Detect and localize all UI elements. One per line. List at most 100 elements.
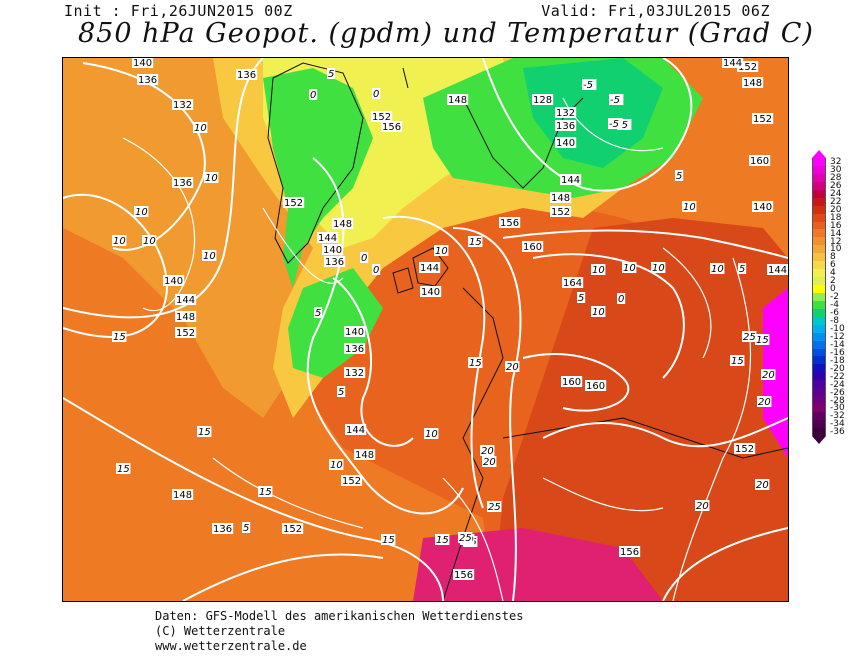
legend-swatch: [812, 189, 826, 198]
geopotential-label-bg: [341, 475, 363, 486]
temperature-label: 10: [592, 307, 605, 318]
geopotential-label-bg: [722, 58, 744, 68]
geopotential-label-bg: [175, 294, 197, 305]
geopotential-label: 148: [448, 95, 467, 106]
legend-swatch: [812, 324, 826, 333]
geopotential-label: 148: [333, 219, 352, 230]
temperature-label-bg: [424, 428, 439, 439]
legend-value-label: 8: [830, 252, 836, 263]
temp-field-green-greenland: [263, 68, 373, 288]
ireland-coast: [392, 267, 414, 294]
temperature-label: 10: [194, 123, 207, 134]
legend-value-label: -28: [830, 395, 845, 406]
temperature-label: 0: [361, 253, 367, 264]
legend-value-label: 6: [830, 260, 836, 271]
legend-value-label: 30: [830, 164, 842, 175]
geopotential-label-bg: [522, 241, 544, 252]
legend-value-label: -24: [830, 379, 845, 390]
greenland-coast: [267, 62, 364, 264]
legend-value-label: -6: [830, 308, 839, 319]
geopotential-label: 156: [500, 218, 519, 229]
geopotential-label-bg: [212, 523, 234, 534]
geopotential-label: 160: [523, 242, 542, 253]
geopotential-label-bg: [550, 192, 572, 203]
geopotential-label: 148: [355, 450, 374, 461]
legend-value-label: -10: [830, 323, 845, 334]
temperature-label: 15: [198, 427, 211, 438]
legend-swatch: [812, 197, 826, 206]
legend-swatch: [812, 388, 826, 397]
footer-data-source: Daten: GFS-Modell des amerikanischen Wet…: [155, 609, 524, 623]
legend-swatch: [812, 348, 826, 357]
temperature-label-bg: [258, 486, 273, 497]
temperature-label-bg: [360, 252, 369, 263]
temperature-label-bg: [116, 463, 131, 474]
geopotential-label: 144: [561, 175, 580, 186]
geopotential-label: 164: [563, 278, 582, 289]
geopotential-label: 144: [420, 263, 439, 274]
british-isles-coast: [412, 247, 449, 287]
geopotential-label: 152: [753, 114, 772, 125]
legend-value-label: -12: [830, 331, 845, 342]
geopotential-label-bg: [344, 367, 366, 378]
temperature-label: 10: [113, 236, 126, 247]
geopotential-label: 148: [743, 78, 762, 89]
temperature-label-bg: [695, 500, 710, 511]
legend-swatch: [812, 332, 826, 341]
geopotential-label-bg: [550, 206, 572, 217]
geopotential-label: 132: [556, 108, 575, 119]
temperature-label: 20: [506, 362, 519, 373]
temperature-label-bg: [742, 331, 757, 342]
geopotential-label: 136: [138, 75, 157, 86]
geopotential-label-bg: [282, 523, 304, 534]
geopotential-label: 140: [323, 245, 342, 256]
temperature-label: 20: [758, 397, 771, 408]
temperature-label-bg: [617, 293, 626, 304]
legend-swatch: [812, 419, 826, 428]
valid-time: Valid: Fri,03JUL2015 06Z: [541, 2, 770, 20]
footer-copyright: (C) Wetterzentrale: [155, 624, 286, 638]
geopotential-label: 152: [372, 112, 391, 123]
geopotential-label-bg: [752, 201, 774, 212]
geopotential-label: 152: [283, 524, 302, 535]
geopotential-label-bg: [324, 256, 346, 267]
geopotential-label: 128: [533, 95, 552, 106]
temperature-label: 0: [373, 89, 379, 100]
geopotential-label: 152: [551, 207, 570, 218]
legend-swatch: [812, 181, 826, 190]
temperature-label: 5: [676, 171, 682, 182]
temperature-label-bg: [738, 263, 747, 274]
legend-swatch: [812, 269, 826, 278]
legend-swatch: [812, 427, 826, 436]
geopotential-label: 144: [723, 58, 742, 69]
geopotential-label-bg: [175, 327, 197, 338]
legend-value-label: 4: [830, 268, 836, 279]
geopotential-label-bg: [453, 569, 475, 580]
temperature-label-bg: [591, 306, 606, 317]
geopotential-label-bg: [734, 443, 756, 454]
legend-swatch: [812, 253, 826, 262]
geopotential-label: 136: [325, 257, 344, 268]
geopotential-label: 140: [556, 138, 575, 149]
temperature-label-bg: [242, 522, 251, 533]
geopotential-label-bg: [354, 449, 376, 460]
legend-swatch: [812, 300, 826, 309]
legend-swatch: [812, 221, 826, 230]
legend-swatch: [812, 340, 826, 349]
legend-value-label: -20: [830, 363, 845, 374]
legend-swatch: [812, 158, 826, 166]
temperature-label: 10: [652, 263, 665, 274]
geopotential-label-bg: [561, 376, 583, 387]
temperature-label-bg: [372, 264, 381, 275]
temperature-label: 10: [425, 429, 438, 440]
legend-value-label: -36: [830, 427, 845, 438]
geopotential-label-bg: [420, 286, 442, 297]
temperature-label: 5: [315, 308, 321, 319]
legend-value-label: -8: [830, 316, 839, 326]
temperature-label-bg: [608, 118, 623, 129]
legend-swatch: [812, 277, 826, 285]
geopotential-label: 152: [342, 476, 361, 487]
legend-value-label: -14: [830, 339, 845, 350]
temperature-label-bg: [327, 68, 336, 79]
legend-value-label: -16: [830, 347, 845, 358]
